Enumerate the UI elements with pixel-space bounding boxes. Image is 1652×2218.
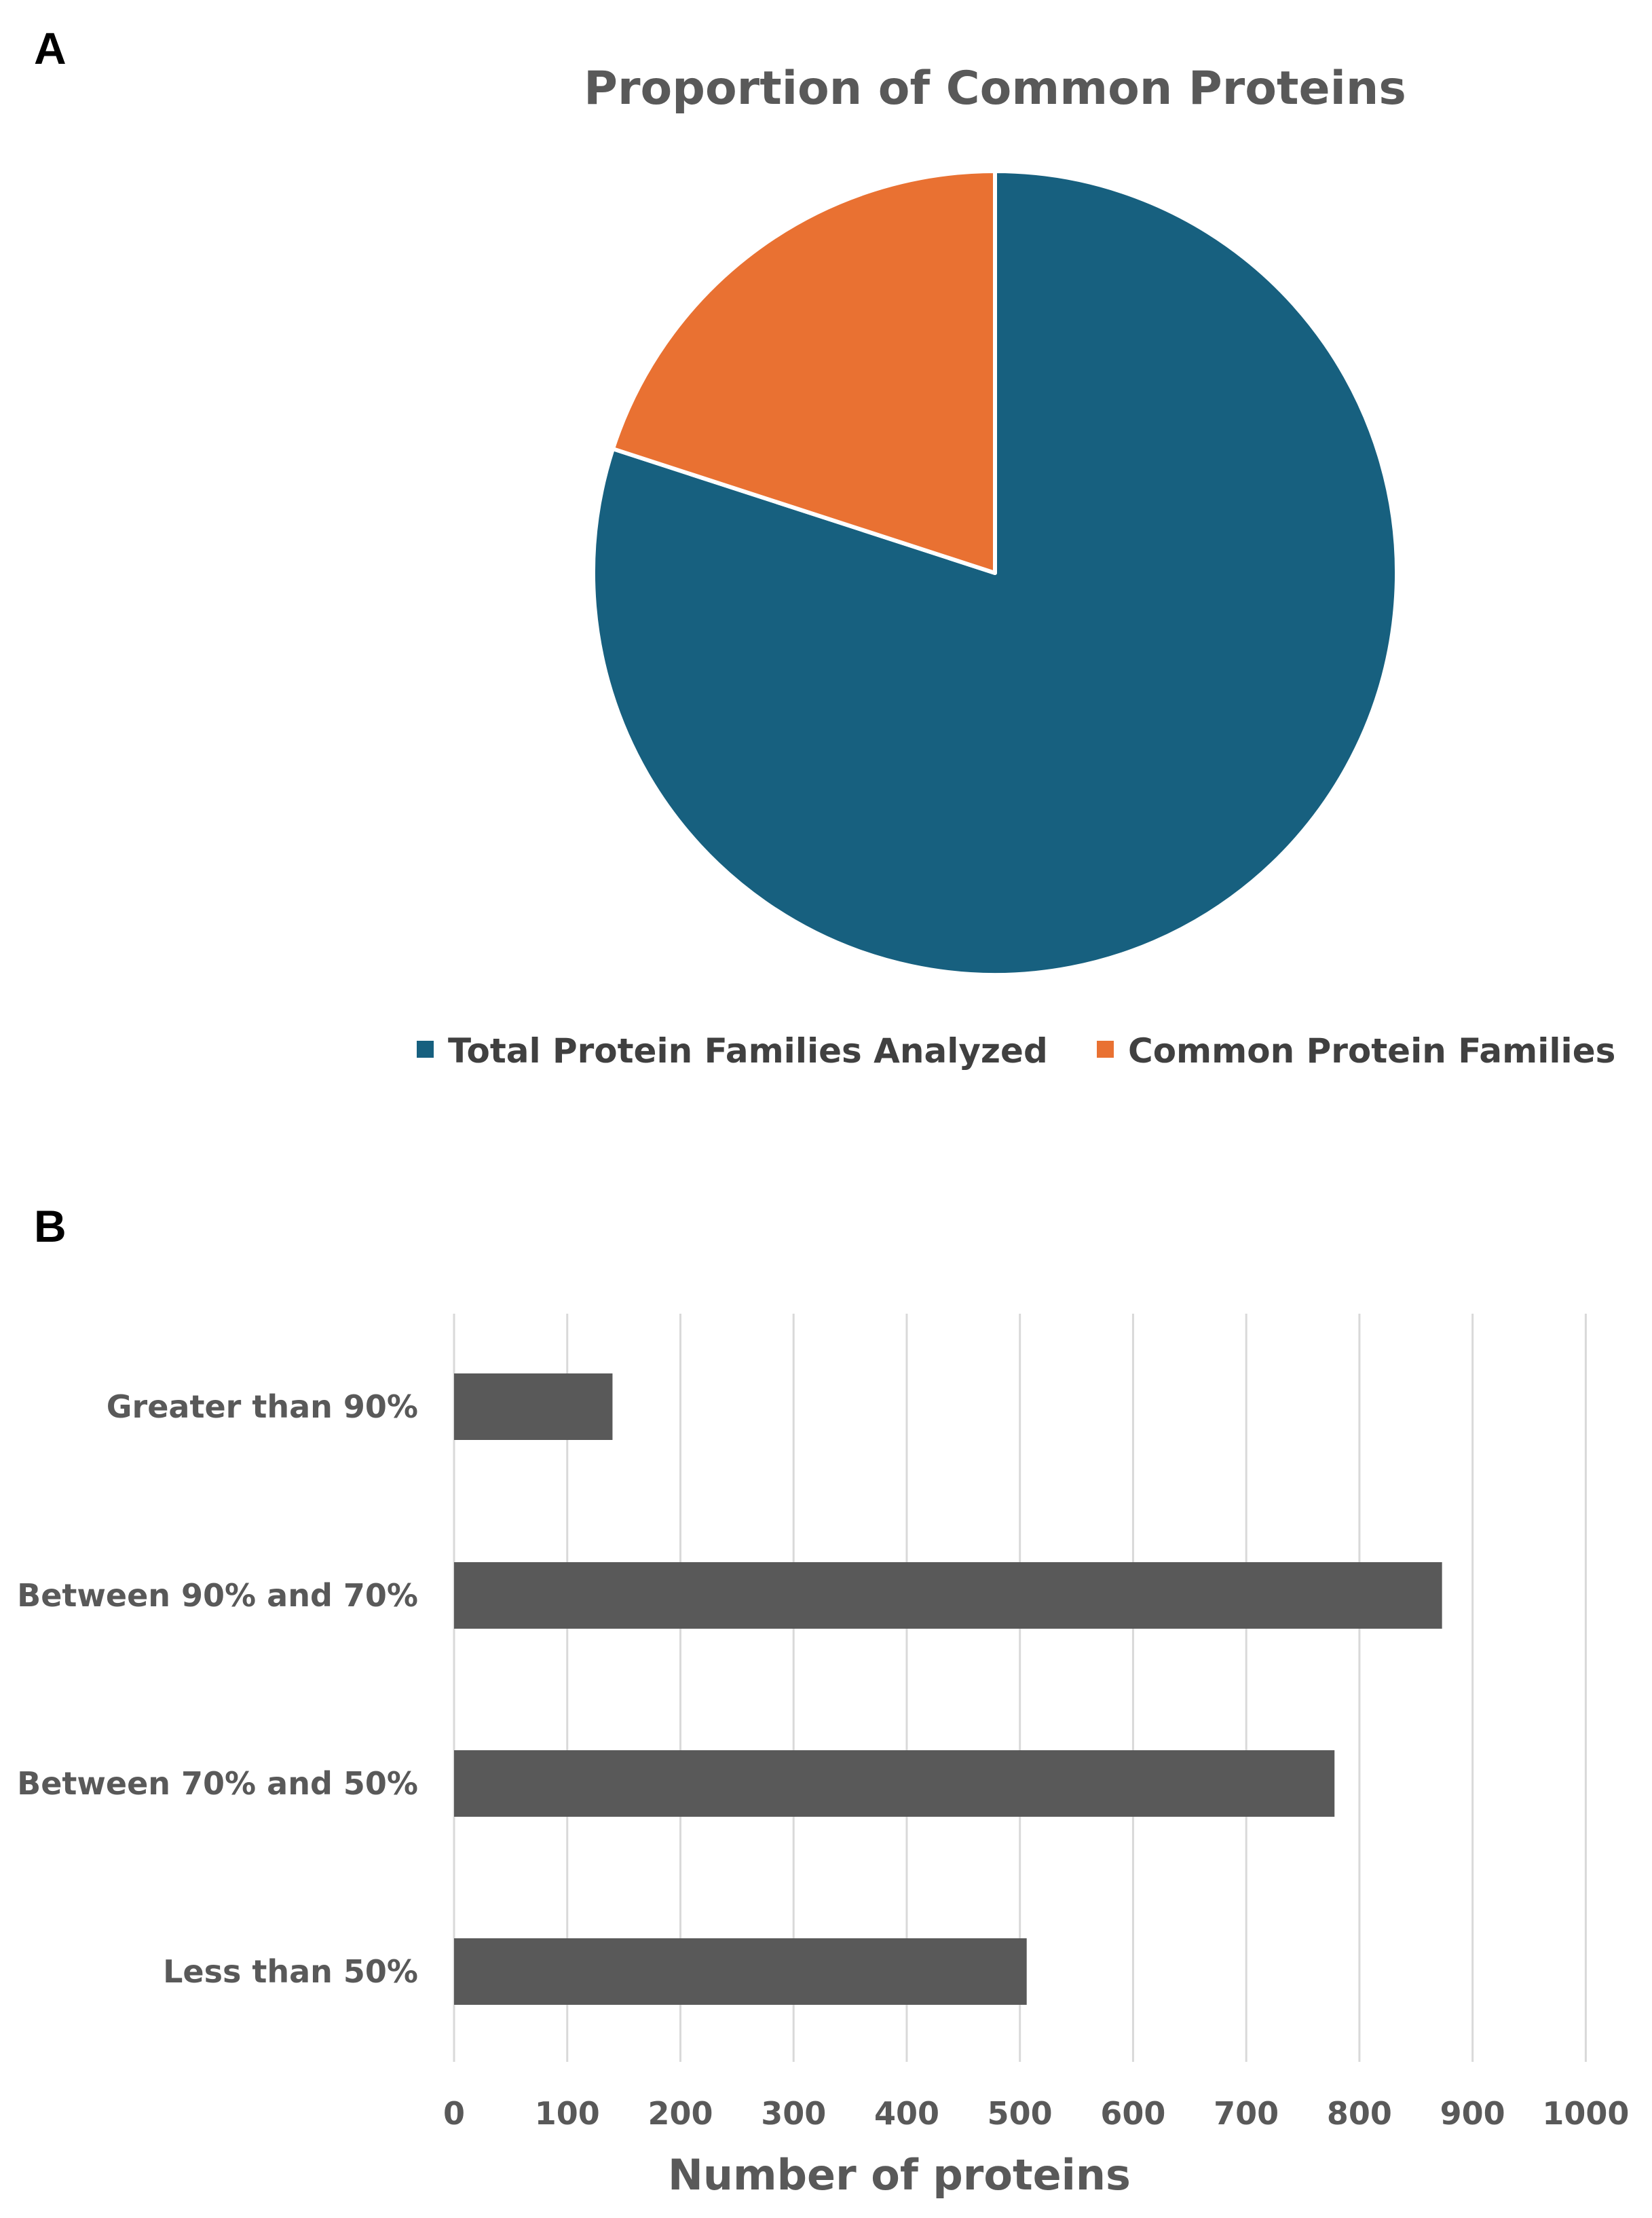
pie-chart-panel: A Proportion of Common Proteins Total Pr… — [34, 23, 1615, 1071]
x-tick-label-700: 700 — [1214, 2095, 1279, 2132]
bar-chart-tick-labels: 0 100 200 300 400 500 600 700 800 900 1000 — [443, 2095, 1629, 2132]
bar-chart-category-labels: Greater than 90% Between 90% and 70% Betwe… — [17, 1388, 418, 1990]
bar-0 — [454, 1373, 613, 1440]
bar-chart-gridlines — [453, 1314, 1587, 2062]
x-tick-label-500: 500 — [988, 2095, 1053, 2132]
x-tick-label-1000: 1000 — [1542, 2095, 1629, 2132]
pie-slices — [591, 169, 1399, 977]
category-label-1: Between 90% and 70% — [17, 1577, 418, 1614]
legend-swatch-common — [1097, 1041, 1114, 1058]
x-tick-label-200: 200 — [647, 2095, 713, 2132]
pie-legend: Total Protein Families Analyzed Common P… — [417, 1031, 1615, 1071]
pie-slice-1 — [610, 169, 997, 575]
x-tick-label-800: 800 — [1327, 2095, 1392, 2132]
panel-label-b: B — [34, 1201, 67, 1251]
category-label-0: Greater than 90% — [107, 1388, 418, 1425]
panel-label-a: A — [34, 23, 67, 73]
x-tick-label-0: 0 — [443, 2095, 465, 2132]
bar-chart-bars — [454, 1373, 1442, 2005]
legend-label-common: Common Protein Families — [1128, 1031, 1615, 1071]
x-tick-label-100: 100 — [535, 2095, 600, 2132]
bar-1 — [454, 1562, 1442, 1629]
legend-item-total: Total Protein Families Analyzed — [417, 1031, 1048, 1071]
legend-item-common: Common Protein Families — [1097, 1031, 1615, 1071]
bar-chart-panel: B Greater than 90% Between 90% and 70% Bet… — [17, 1201, 1629, 2200]
legend-swatch-total — [417, 1041, 434, 1058]
pie-chart-title: Proportion of Common Proteins — [584, 62, 1406, 115]
x-tick-label-600: 600 — [1100, 2095, 1165, 2132]
bar-2 — [454, 1750, 1335, 1817]
category-label-2: Between 70% and 50% — [17, 1765, 418, 1802]
x-tick-label-400: 400 — [874, 2095, 939, 2132]
x-tick-label-900: 900 — [1440, 2095, 1505, 2132]
bar-3 — [454, 1938, 1027, 2005]
legend-label-total: Total Protein Families Analyzed — [448, 1031, 1048, 1071]
x-tick-label-300: 300 — [761, 2095, 826, 2132]
category-label-3: Less than 50% — [163, 1953, 418, 1990]
x-axis-title: Number of proteins — [668, 2150, 1131, 2200]
